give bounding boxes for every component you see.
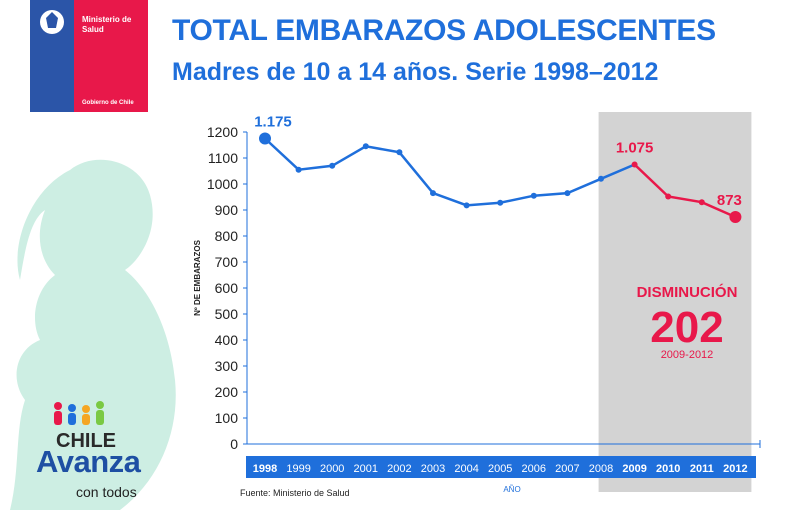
y-tick-label: 700 <box>215 254 239 270</box>
data-point <box>396 149 403 156</box>
pregnant-silhouette-icon <box>10 159 176 510</box>
data-point <box>729 211 742 224</box>
x-tick-label: 2003 <box>421 463 445 475</box>
y-tick-label: 1000 <box>207 176 238 192</box>
x-axis-bar-bg <box>246 456 756 478</box>
y-tick-label: 1200 <box>207 124 238 140</box>
chart-title: TOTAL EMBARAZOS ADOLESCENTES <box>172 14 716 47</box>
logo-line2: Salud <box>82 25 104 34</box>
callout-label: DISMINUCIÓN <box>637 283 738 301</box>
y-tick-label: 400 <box>215 332 239 348</box>
x-axis-bar: 1998 1999 2000 2001 2002 2003 2004 2005 2006 2007… <box>246 456 756 478</box>
data-label: 873 <box>717 192 742 209</box>
data-label: 1.175 <box>254 114 292 131</box>
y-tick-label: 800 <box>215 228 239 244</box>
callout-value: 202 <box>650 303 723 352</box>
x-tick-label: 2010 <box>656 463 680 475</box>
children-icon <box>54 401 104 425</box>
data-point <box>259 132 271 145</box>
y-tick-label: 600 <box>215 280 239 296</box>
brand-con-todos: con todos <box>76 484 137 500</box>
y-tick-label: 200 <box>215 384 239 400</box>
data-point <box>295 166 302 173</box>
y-axis-label: Nº DE EMBARAZOS <box>193 239 202 315</box>
ministerio-salud-logo: Ministerio de Salud Gobierno de Chile <box>30 0 148 112</box>
y-tick-label: 500 <box>215 306 239 322</box>
series-points <box>259 132 742 224</box>
highlight-band <box>598 112 752 492</box>
data-point <box>665 193 672 200</box>
y-tick-label: 0 <box>230 436 238 452</box>
y-tick-label: 900 <box>215 202 239 218</box>
chile-avanza-brand: CHILE Avanza con todos <box>30 400 160 500</box>
x-tick-label: 2006 <box>522 463 546 475</box>
data-label: 1.075 <box>616 140 654 157</box>
brand-chile: CHILE <box>56 430 116 452</box>
x-tick-label: 2011 <box>690 463 714 475</box>
x-tick-label: 2002 <box>387 463 411 475</box>
chart-subtitle: Madres de 10 a 14 años. Serie 1998–2012 <box>172 58 659 86</box>
x-tick-label: 2005 <box>488 463 512 475</box>
x-tick-label: 2008 <box>589 463 613 475</box>
x-tick-label: 2004 <box>454 463 478 475</box>
logo-line1: Ministerio de <box>82 15 132 24</box>
x-tick-label: 2012 <box>723 463 747 475</box>
data-point <box>463 202 470 209</box>
data-point <box>698 199 705 206</box>
x-tick-label: 2000 <box>320 463 344 475</box>
series-lines <box>264 137 736 219</box>
x-tick-label: 2009 <box>622 463 646 475</box>
series-line-blue <box>264 137 636 207</box>
data-point <box>329 162 336 169</box>
callout-period: 2009-2012 <box>661 349 714 361</box>
data-point <box>530 192 537 199</box>
data-point <box>362 143 369 150</box>
data-point <box>430 190 436 197</box>
series-line-red <box>633 163 736 219</box>
y-tick-label: 1100 <box>208 150 238 166</box>
y-tick-label: 300 <box>215 358 239 374</box>
x-tick-label: 1998 <box>253 463 277 475</box>
y-axis: 0 100 200 300 400 500 600 700 800 900 1000 1100 1200 <box>207 124 761 452</box>
x-tick-label: 1999 <box>286 463 310 475</box>
data-annotations: 1.175 1.075 873 <box>254 114 742 210</box>
data-point <box>631 161 638 168</box>
x-tick-label: 2001 <box>354 463 378 475</box>
data-point <box>497 199 504 206</box>
data-point <box>598 175 604 182</box>
source-note: Fuente: Ministerio de Salud <box>240 488 350 498</box>
brand-avanza: Avanza <box>36 444 141 479</box>
x-axis-label: AÑO <box>503 485 520 494</box>
y-tick-label: 100 <box>215 410 239 426</box>
data-point <box>564 190 571 197</box>
logo-line3: Gobierno de Chile <box>82 100 134 106</box>
x-tick-label: 2007 <box>555 463 579 475</box>
